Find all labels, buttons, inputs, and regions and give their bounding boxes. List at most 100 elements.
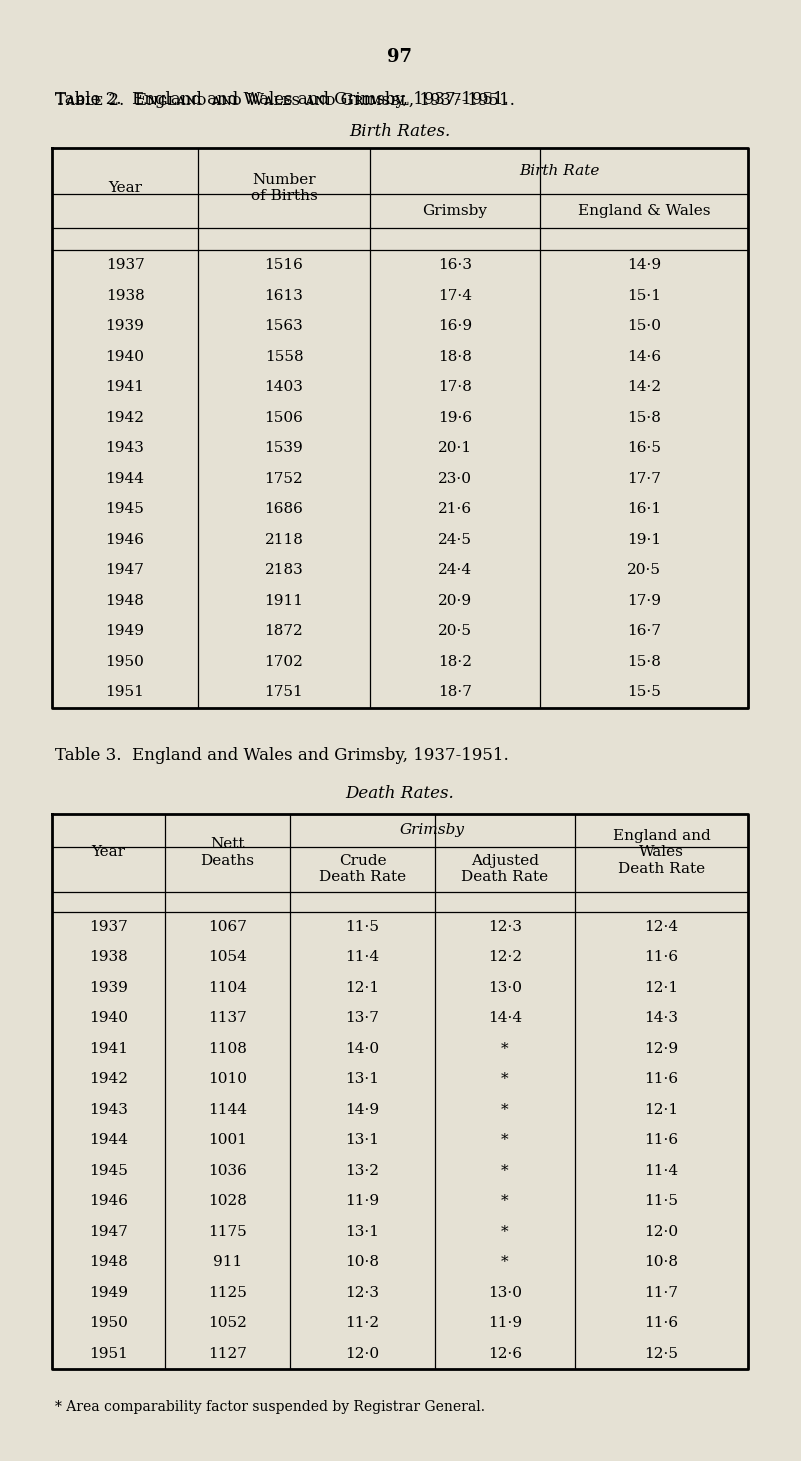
- Text: Year: Year: [108, 181, 142, 194]
- Text: 1001: 1001: [208, 1134, 247, 1147]
- Text: Tᴀʙʟᴇ 2.  Eɴɢʟᴀɴᴅ ᴀɴᴅ Wᴀʟᴇs ᴀɴᴅ Gʀɪᴍsʙʟ, 1937-1951.: Tᴀʙʟᴇ 2. Eɴɢʟᴀɴᴅ ᴀɴᴅ Wᴀʟᴇs ᴀɴᴅ Gʀɪᴍsʙʟ, …: [55, 92, 515, 108]
- Text: 1911: 1911: [264, 593, 304, 608]
- Text: 1949: 1949: [106, 624, 144, 638]
- Text: 14·4: 14·4: [488, 1011, 522, 1026]
- Text: 1403: 1403: [264, 380, 304, 394]
- Text: 1686: 1686: [264, 503, 304, 516]
- Text: 13·1: 13·1: [345, 1134, 380, 1147]
- Text: 14·6: 14·6: [627, 349, 661, 364]
- Text: 1946: 1946: [89, 1194, 128, 1208]
- Text: 1052: 1052: [208, 1316, 247, 1331]
- Text: 14·9: 14·9: [627, 259, 661, 272]
- Text: 1949: 1949: [89, 1286, 128, 1300]
- Text: 11·9: 11·9: [345, 1194, 380, 1208]
- Text: 12·5: 12·5: [645, 1347, 678, 1360]
- Text: 1951: 1951: [106, 685, 144, 700]
- Text: 12·3: 12·3: [345, 1286, 380, 1300]
- Text: 17·4: 17·4: [438, 289, 472, 302]
- Text: 11·6: 11·6: [645, 1316, 678, 1331]
- Text: 14·9: 14·9: [345, 1103, 380, 1116]
- Text: *: *: [501, 1042, 509, 1056]
- Text: 13·0: 13·0: [488, 1286, 522, 1300]
- Text: 24·5: 24·5: [438, 533, 472, 546]
- Text: 1944: 1944: [106, 472, 144, 485]
- Text: 1752: 1752: [264, 472, 304, 485]
- Text: 16·3: 16·3: [438, 259, 472, 272]
- Text: Grimsby: Grimsby: [422, 205, 488, 218]
- Text: 11·5: 11·5: [645, 1194, 678, 1208]
- Text: 16·1: 16·1: [627, 503, 661, 516]
- Text: *: *: [501, 1164, 509, 1178]
- Text: 11·7: 11·7: [645, 1286, 678, 1300]
- Text: 11·4: 11·4: [645, 1164, 678, 1178]
- Text: *: *: [501, 1194, 509, 1208]
- Text: 12·3: 12·3: [488, 920, 522, 934]
- Text: 17·9: 17·9: [627, 593, 661, 608]
- Text: 14·0: 14·0: [345, 1042, 380, 1056]
- Text: 911: 911: [213, 1255, 242, 1270]
- Text: 13·0: 13·0: [488, 980, 522, 995]
- Text: 97: 97: [388, 48, 413, 66]
- Text: Number
of Births: Number of Births: [251, 172, 317, 203]
- Text: 1558: 1558: [264, 349, 304, 364]
- Text: Table 2.  England and Wales and Grimsby, 1937-1951.: Table 2. England and Wales and Grimsby, …: [55, 92, 509, 108]
- Text: 11·4: 11·4: [345, 950, 380, 964]
- Text: *: *: [501, 1224, 509, 1239]
- Text: 13·7: 13·7: [345, 1011, 380, 1026]
- Text: 24·4: 24·4: [438, 564, 472, 577]
- Text: 16·9: 16·9: [438, 320, 472, 333]
- Text: 17·8: 17·8: [438, 380, 472, 394]
- Text: 1942: 1942: [106, 411, 144, 425]
- Text: 11·2: 11·2: [345, 1316, 380, 1331]
- Text: 1951: 1951: [89, 1347, 128, 1360]
- Text: 16·7: 16·7: [627, 624, 661, 638]
- Text: 12·4: 12·4: [645, 920, 678, 934]
- Text: 1943: 1943: [89, 1103, 128, 1116]
- Text: 1702: 1702: [264, 655, 304, 669]
- Text: 1946: 1946: [106, 533, 144, 546]
- Text: 20·5: 20·5: [438, 624, 472, 638]
- Text: 1939: 1939: [89, 980, 128, 995]
- Text: 15·8: 15·8: [627, 411, 661, 425]
- Text: 11·6: 11·6: [645, 950, 678, 964]
- Text: 1947: 1947: [89, 1224, 128, 1239]
- Text: 13·2: 13·2: [345, 1164, 380, 1178]
- Text: 15·0: 15·0: [627, 320, 661, 333]
- Text: Grimsby: Grimsby: [400, 823, 465, 837]
- Text: Death Rates.: Death Rates.: [345, 785, 454, 802]
- Text: 1941: 1941: [106, 380, 144, 394]
- Text: Crude
Death Rate: Crude Death Rate: [319, 853, 406, 884]
- Text: 1942: 1942: [89, 1072, 128, 1086]
- Text: 1950: 1950: [89, 1316, 128, 1331]
- Text: 1940: 1940: [106, 349, 144, 364]
- Text: 14·2: 14·2: [627, 380, 661, 394]
- Text: 12·6: 12·6: [488, 1347, 522, 1360]
- Text: 11·5: 11·5: [345, 920, 380, 934]
- Text: 17·7: 17·7: [627, 472, 661, 485]
- Text: 1937: 1937: [106, 259, 144, 272]
- Text: 10·8: 10·8: [645, 1255, 678, 1270]
- Text: 1539: 1539: [264, 441, 304, 456]
- Text: 13·1: 13·1: [345, 1072, 380, 1086]
- Text: 18·7: 18·7: [438, 685, 472, 700]
- Text: 1563: 1563: [264, 320, 304, 333]
- Text: 2183: 2183: [264, 564, 304, 577]
- Text: 1937: 1937: [89, 920, 128, 934]
- Text: 15·1: 15·1: [627, 289, 661, 302]
- Text: 2118: 2118: [264, 533, 304, 546]
- Text: 12·0: 12·0: [645, 1224, 678, 1239]
- Text: England and
Wales
Death Rate: England and Wales Death Rate: [613, 830, 710, 875]
- Text: 20·5: 20·5: [627, 564, 661, 577]
- Text: 1028: 1028: [208, 1194, 247, 1208]
- Text: 1010: 1010: [208, 1072, 247, 1086]
- Text: 11·9: 11·9: [488, 1316, 522, 1331]
- Text: 1175: 1175: [208, 1224, 247, 1239]
- Text: 16·5: 16·5: [627, 441, 661, 456]
- Text: 12·1: 12·1: [645, 980, 678, 995]
- Text: 1941: 1941: [89, 1042, 128, 1056]
- Text: 1125: 1125: [208, 1286, 247, 1300]
- Text: 11·6: 11·6: [645, 1134, 678, 1147]
- Text: 1945: 1945: [89, 1164, 128, 1178]
- Text: Year: Year: [91, 846, 126, 859]
- Text: 1948: 1948: [106, 593, 144, 608]
